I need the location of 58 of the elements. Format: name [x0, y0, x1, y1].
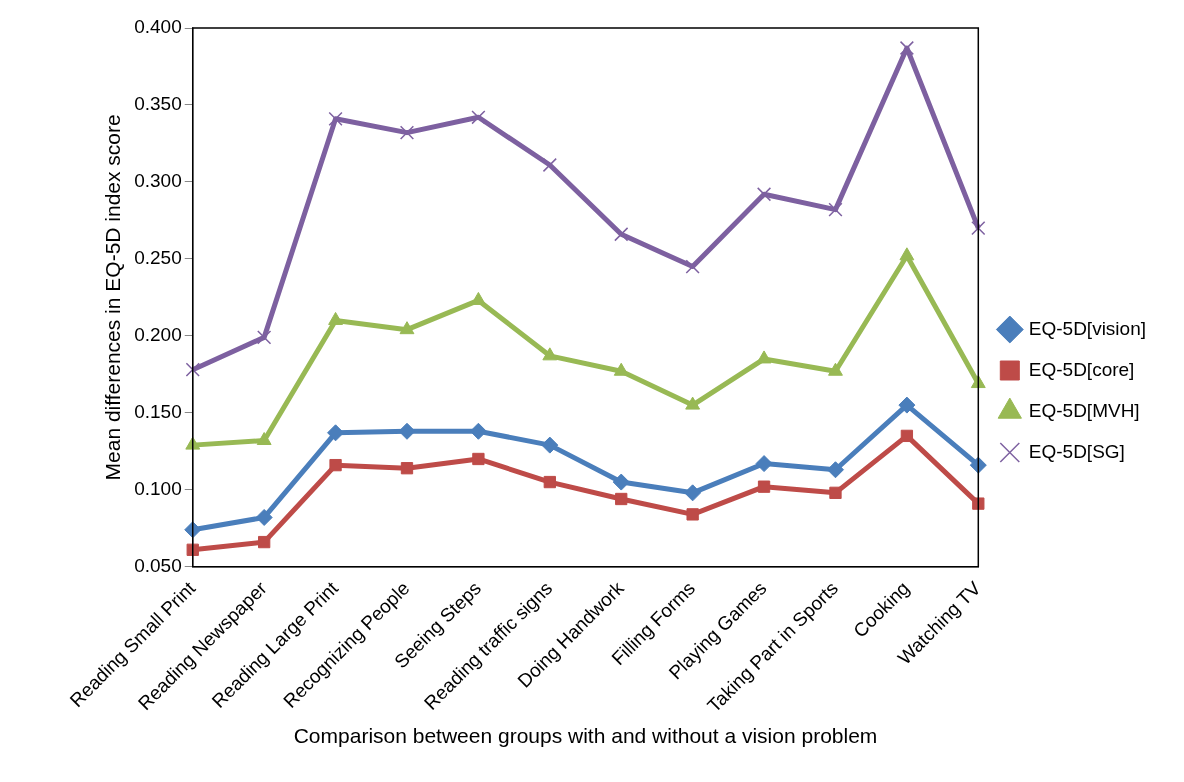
point	[472, 452, 485, 466]
point	[255, 508, 273, 526]
y-tick-label: 0.300	[134, 170, 182, 192]
y-tick-label: 0.400	[134, 16, 182, 38]
point	[542, 157, 557, 173]
point	[755, 455, 773, 473]
point	[542, 347, 558, 361]
y-tick-label: 0.100	[134, 477, 182, 499]
point	[969, 456, 987, 474]
point	[829, 486, 842, 499]
point	[186, 543, 199, 556]
point	[541, 436, 559, 454]
y-tick-label: 0.250	[134, 247, 182, 269]
point	[258, 535, 271, 549]
point	[757, 480, 771, 493]
point	[970, 375, 986, 389]
y-tick-label: 0.200	[134, 324, 182, 346]
point	[756, 187, 772, 202]
point	[400, 462, 414, 475]
point	[685, 259, 700, 274]
legend-label: EQ-5D[MVH]	[1028, 399, 1140, 421]
legend-label: EQ-5D[vision]	[1028, 317, 1146, 339]
point	[329, 458, 342, 472]
y-tick-label: 0.050	[134, 554, 182, 576]
point	[898, 396, 916, 414]
point	[828, 202, 843, 217]
point	[685, 396, 701, 410]
point	[399, 125, 415, 140]
x-axis-title: Comparison between groups with and without a vision problem	[293, 724, 878, 748]
point	[256, 432, 272, 446]
point	[471, 110, 486, 125]
point	[826, 461, 844, 479]
point	[399, 321, 415, 335]
point	[684, 484, 702, 502]
point	[899, 40, 914, 56]
legend-label: EQ-5D[SG]	[1028, 440, 1125, 462]
point	[686, 508, 699, 521]
point	[615, 492, 628, 506]
point	[899, 247, 915, 261]
point	[614, 227, 629, 242]
point	[900, 429, 914, 443]
point	[398, 422, 416, 440]
point	[543, 475, 556, 489]
y-tick-label: 0.350	[134, 93, 182, 115]
legend-label: EQ-5D[core]	[1028, 358, 1135, 380]
point	[328, 311, 343, 325]
point	[185, 362, 200, 377]
point	[184, 521, 202, 539]
point	[971, 220, 986, 236]
point	[828, 362, 843, 376]
point	[612, 473, 630, 491]
point	[328, 111, 343, 126]
y-axis-title: Mean differences in EQ-5D index score	[101, 114, 125, 481]
y-tick-label: 0.150	[134, 401, 182, 423]
point	[756, 350, 772, 364]
point	[257, 330, 272, 345]
point	[185, 436, 201, 450]
point	[972, 497, 985, 510]
